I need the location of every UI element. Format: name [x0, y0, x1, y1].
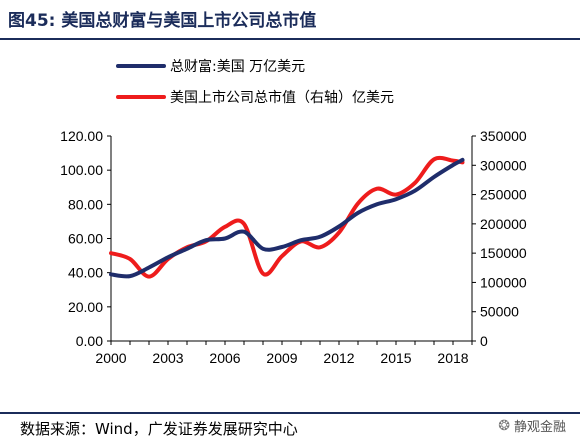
y-left-tick-label: 20.00: [68, 299, 103, 315]
chart-title: 图45: 美国总财富与美国上市公司总市值: [8, 11, 317, 31]
x-tick-label: 2015: [380, 350, 411, 366]
series-line-1: [109, 157, 465, 279]
footer-divider: [0, 412, 580, 414]
y-left-tick-label: 0.00: [76, 333, 103, 349]
watermark-label: 静观金融: [513, 420, 566, 435]
y-left-tick-label: 80.00: [68, 196, 103, 212]
x-tick-label: 2000: [95, 350, 126, 366]
y-right-tick-label: 200000: [480, 216, 527, 232]
x-tick-label: 2018: [437, 350, 468, 366]
y-left-tick-label: 60.00: [68, 231, 103, 247]
title-divider: [0, 38, 580, 40]
series-lines: [109, 155, 465, 279]
footer: 数据来源：Wind，广发证券发展研究中心 ❂ 静观金融: [0, 410, 580, 447]
y-left-tick-label: 120.00: [60, 128, 103, 144]
x-tick-label: 2009: [266, 350, 297, 366]
y-right-tick-label: 100000: [480, 274, 527, 290]
watermark: ❂ 静观金融: [498, 416, 566, 436]
x-tick-label: 2012: [323, 350, 354, 366]
y-right-tick-label: 150000: [480, 245, 527, 261]
legend-label-1: 总财富:美国 万亿美元: [170, 58, 305, 75]
axes: 0.00 20.00 40.00 60.00 80.00 100.00 120.00 0 500…: [60, 128, 527, 366]
y-left-tick-label: 40.00: [68, 265, 103, 281]
y-right-tick-label: 300000: [480, 157, 527, 173]
title-bar: 图45: 美国总财富与美国上市公司总市值: [0, 0, 580, 40]
y-right-tick-label: 0: [480, 333, 488, 349]
y-right-tick-label: 250000: [480, 187, 527, 203]
y-right-tick-label: 50000: [480, 304, 519, 320]
x-tick-label: 2003: [152, 350, 183, 366]
wechat-icon: ❂: [498, 417, 510, 434]
legend-label-2: 美国上市公司总市值（右轴）亿美元: [170, 89, 394, 106]
y-left-tick-label: 100.00: [60, 162, 103, 178]
source-note: 数据来源：Wind，广发证券发展研究中心: [20, 420, 298, 438]
x-tick-label: 2006: [209, 350, 240, 366]
y-right-tick-label: 350000: [480, 128, 527, 144]
